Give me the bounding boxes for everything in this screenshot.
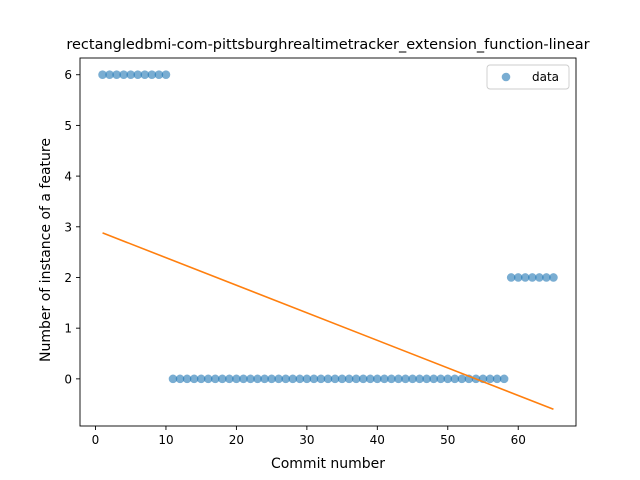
data-point <box>408 374 417 384</box>
data-point <box>140 70 150 80</box>
data-point <box>323 374 333 384</box>
y-tick-label: 5 <box>64 119 72 133</box>
y-tick-label: 6 <box>64 68 72 82</box>
y-tick-label: 0 <box>64 372 72 386</box>
data-point <box>239 374 248 384</box>
data-point <box>225 374 234 384</box>
data-point <box>542 273 551 282</box>
data-point <box>126 70 136 80</box>
legend: data <box>486 64 570 90</box>
data-point <box>210 374 220 384</box>
data-point <box>246 374 255 384</box>
data-point <box>295 374 305 384</box>
x-tick-label: 10 <box>158 433 173 447</box>
data-point <box>218 374 227 384</box>
data-point <box>344 374 354 384</box>
data-point <box>337 374 347 384</box>
plot-area <box>98 70 558 411</box>
data-point <box>429 374 438 384</box>
data-point <box>189 374 199 384</box>
data-point <box>147 70 157 80</box>
data-point <box>267 374 276 384</box>
data-point <box>161 70 171 80</box>
x-tick-label: 30 <box>299 433 314 447</box>
data-point <box>401 374 410 384</box>
data-point <box>203 374 213 384</box>
data-point <box>549 273 558 282</box>
data-point <box>330 374 340 384</box>
data-point <box>387 374 396 384</box>
fit-line <box>102 232 554 411</box>
data-point <box>98 70 107 80</box>
data-point <box>119 70 128 80</box>
legend-box <box>486 64 570 90</box>
data-point <box>168 374 178 384</box>
data-point <box>485 374 495 384</box>
data-point <box>316 374 326 384</box>
legend-label: data <box>532 70 559 84</box>
data-point <box>358 374 368 384</box>
data-point <box>499 374 509 384</box>
data-point <box>309 374 319 384</box>
data-point <box>365 374 375 384</box>
x-tick-label: 20 <box>229 433 244 447</box>
data-point <box>302 374 312 384</box>
axes-frame <box>79 57 577 427</box>
data-point <box>394 374 403 384</box>
data-point <box>520 273 530 282</box>
data-point <box>154 70 164 80</box>
data-point <box>351 374 361 384</box>
data-point <box>528 273 537 282</box>
data-point <box>457 374 467 384</box>
data-point <box>506 273 516 282</box>
y-tick-label: 3 <box>64 220 72 234</box>
x-tick-label: 0 <box>92 433 100 447</box>
chart-title: rectangledbmi-com-pittsburghrealtimetrac… <box>66 37 589 53</box>
data-point <box>274 374 283 384</box>
data-point <box>196 374 206 384</box>
data-point <box>260 374 269 384</box>
data-point <box>422 374 431 384</box>
x-tick-label: 50 <box>440 433 455 447</box>
y-tick-label: 2 <box>64 271 72 285</box>
data-point <box>133 70 143 80</box>
data-point <box>513 273 523 282</box>
data-point <box>415 374 424 384</box>
data-point <box>112 70 121 80</box>
data-point <box>253 374 262 384</box>
data-point <box>535 273 544 282</box>
data-point <box>281 374 291 384</box>
data-point <box>450 374 460 384</box>
data-point <box>182 374 192 384</box>
y-tick-label: 4 <box>64 170 72 184</box>
data-point <box>105 70 114 80</box>
data-point <box>232 374 241 384</box>
y-tick-label: 1 <box>64 322 72 336</box>
y-axis-label: Number of instance of a feature <box>38 138 54 362</box>
data-point <box>380 374 389 384</box>
data-point <box>175 374 185 384</box>
data-point <box>288 374 298 384</box>
axes: 0 10 20 30 40 50 60 0 1 2 3 4 5 6 <box>64 57 577 447</box>
data-point <box>436 374 446 384</box>
data-point <box>373 374 382 384</box>
legend-marker <box>501 72 511 82</box>
x-tick-label: 40 <box>370 433 385 447</box>
x-tick-label: 60 <box>511 433 526 447</box>
data-point <box>443 374 453 384</box>
data-point <box>492 374 502 384</box>
x-axis-label: Commit number <box>271 456 385 472</box>
